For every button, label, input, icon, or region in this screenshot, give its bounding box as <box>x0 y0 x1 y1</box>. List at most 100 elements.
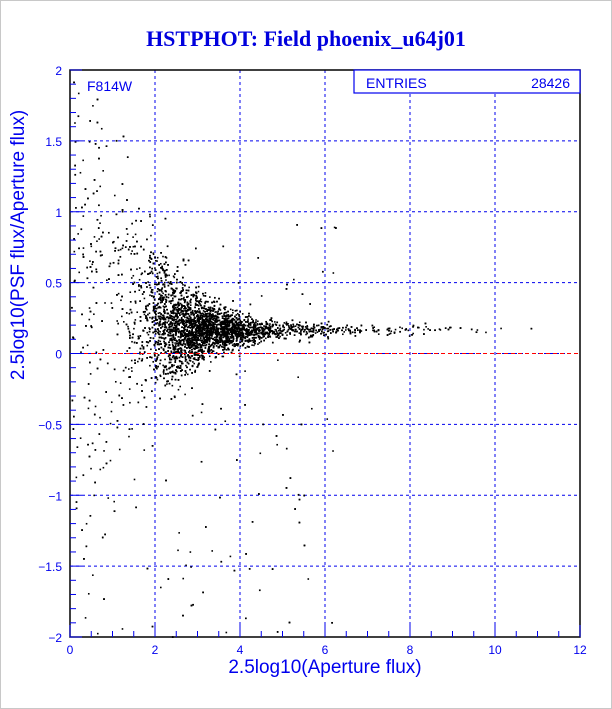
data-point <box>119 382 122 384</box>
data-point <box>197 290 200 293</box>
data-point <box>198 310 201 312</box>
data-point <box>298 341 301 343</box>
data-point <box>342 333 344 336</box>
data-point <box>154 267 156 269</box>
data-point <box>78 271 81 274</box>
data-point <box>156 322 159 324</box>
data-point <box>259 452 262 455</box>
data-point <box>168 325 171 328</box>
data-point <box>167 355 170 358</box>
data-point <box>161 265 163 268</box>
data-point <box>183 307 185 310</box>
data-point <box>159 340 162 343</box>
data-point <box>244 370 246 372</box>
data-point <box>94 405 97 408</box>
data-point <box>239 319 241 321</box>
data-point <box>101 254 103 256</box>
data-point <box>185 307 187 310</box>
data-point <box>220 331 222 333</box>
data-point <box>215 335 218 338</box>
data-point <box>184 353 186 356</box>
data-point <box>146 344 149 347</box>
data-point <box>156 378 159 381</box>
data-point <box>222 346 225 348</box>
data-point <box>137 360 139 363</box>
data-point <box>174 315 177 318</box>
data-point <box>178 318 181 321</box>
data-point <box>251 339 254 342</box>
data-point <box>201 322 204 325</box>
data-point <box>223 341 225 344</box>
data-point <box>242 336 244 339</box>
data-point <box>188 317 190 320</box>
data-point <box>240 336 243 338</box>
data-point <box>162 292 164 295</box>
data-point <box>187 320 189 323</box>
data-point <box>201 357 203 360</box>
data-point <box>262 327 264 329</box>
data-point <box>210 322 212 325</box>
data-point <box>109 459 112 462</box>
data-point <box>103 450 105 452</box>
data-point <box>174 359 177 362</box>
data-point <box>170 334 173 337</box>
data-point <box>240 329 243 331</box>
data-point <box>158 283 160 286</box>
data-point <box>146 308 148 311</box>
data-point <box>194 342 197 345</box>
data-point <box>288 326 290 329</box>
data-point <box>228 343 231 345</box>
data-point <box>178 356 181 359</box>
data-point <box>168 357 171 359</box>
data-point <box>216 342 219 345</box>
data-point <box>263 325 265 327</box>
data-point <box>113 240 115 243</box>
data-point <box>214 311 216 313</box>
data-point <box>178 532 180 534</box>
data-point <box>209 315 211 317</box>
data-point <box>226 349 228 351</box>
data-point <box>220 312 223 315</box>
data-point <box>163 340 165 343</box>
data-point <box>175 339 178 342</box>
data-point <box>161 333 163 336</box>
data-point <box>174 344 177 346</box>
chart-title: HSTPHOT: Field phoenix_u64j01 <box>146 26 466 51</box>
data-point <box>165 279 167 281</box>
data-point <box>164 358 166 361</box>
data-point <box>231 336 233 339</box>
data-point <box>102 466 105 469</box>
data-point <box>290 324 292 326</box>
data-point <box>300 330 302 333</box>
data-point <box>199 298 202 301</box>
data-point <box>149 294 151 297</box>
data-point <box>215 311 217 313</box>
data-point <box>184 332 186 334</box>
data-point <box>128 331 131 334</box>
data-point <box>188 332 191 334</box>
data-point <box>306 326 309 328</box>
data-point <box>278 329 280 332</box>
data-point <box>285 321 288 324</box>
data-point <box>171 322 174 324</box>
data-point <box>223 340 226 342</box>
data-point <box>217 330 220 333</box>
data-point <box>152 296 155 299</box>
data-point <box>130 252 133 255</box>
data-point <box>131 340 133 343</box>
data-point <box>229 333 231 336</box>
data-point <box>172 297 174 300</box>
data-point <box>92 105 94 107</box>
data-point <box>156 260 158 262</box>
data-point <box>121 247 124 250</box>
data-point <box>155 304 158 307</box>
data-point <box>157 283 159 286</box>
data-point <box>186 312 188 315</box>
data-point <box>196 324 199 326</box>
data-point <box>201 352 204 355</box>
data-point <box>200 411 203 414</box>
data-point <box>201 348 203 351</box>
data-point <box>279 327 282 330</box>
data-point <box>148 312 151 315</box>
data-point <box>128 435 130 438</box>
